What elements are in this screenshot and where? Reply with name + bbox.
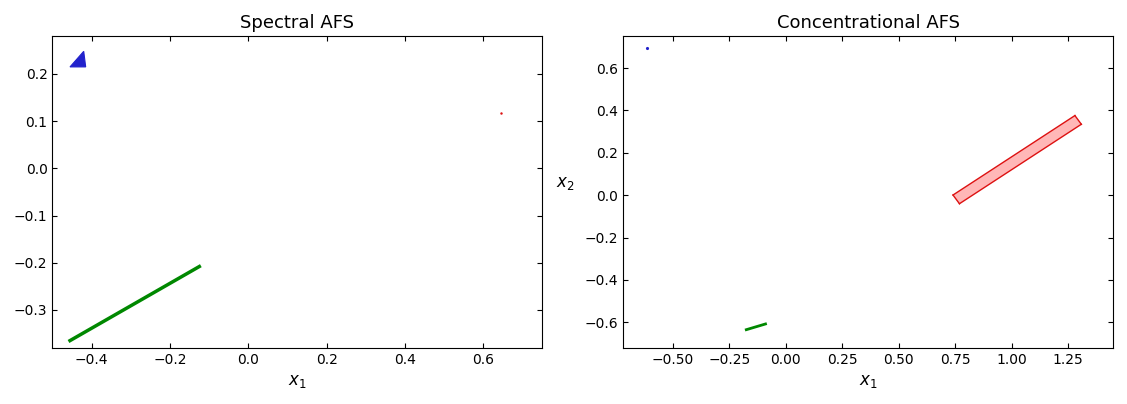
X-axis label: $x_1$: $x_1$ (859, 372, 878, 390)
Y-axis label: $x_2$: $x_2$ (556, 174, 575, 192)
Polygon shape (953, 116, 1081, 204)
Title: Concentrational AFS: Concentrational AFS (777, 14, 960, 32)
Title: Spectral AFS: Spectral AFS (240, 14, 354, 32)
Polygon shape (70, 51, 86, 67)
X-axis label: $x_1$: $x_1$ (289, 372, 307, 390)
